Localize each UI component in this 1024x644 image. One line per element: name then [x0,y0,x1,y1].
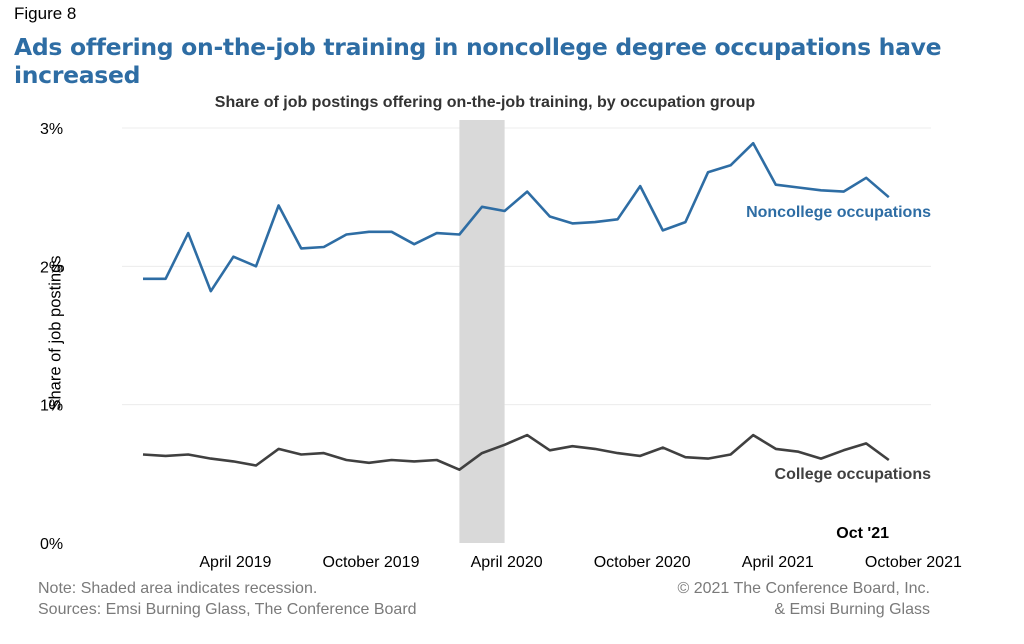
x-tick-label: April 2021 [742,554,814,571]
y-tick-label: 3% [40,121,63,138]
series-line-college [142,433,890,472]
series-line-noncollege [143,141,890,293]
recession-shade [459,120,505,543]
x-tick-label: October 2020 [594,554,691,571]
copyright-line-2: & Emsi Burning Glass [774,601,930,618]
x-tick-label: April 2019 [199,554,271,571]
y-tick-label: 1% [40,398,63,415]
chart-title: Share of job postings offering on-the-jo… [214,94,756,111]
series-label-noncollege: Noncollege occupations [746,204,931,221]
y-tick-label: 0% [40,536,63,553]
x-tick-label: October 2019 [323,554,420,571]
series-label-college: College occupations [775,466,932,483]
x-tick-label: October 2021 [865,554,962,571]
sources-note: Sources: Emsi Burning Glass, The Confere… [38,601,417,618]
latest-date-label: Oct '21 [836,525,889,542]
y-tick-label: 2% [40,259,63,276]
x-tick-label: April 2020 [471,554,543,571]
figure-label: Figure 8 [14,4,77,23]
copyright-line-1: © 2021 The Conference Board, Inc. [677,580,930,597]
headline: Ads offering on-the-job training in nonc… [14,33,942,89]
recession-note: Note: Shaded area indicates recession. [38,580,318,597]
